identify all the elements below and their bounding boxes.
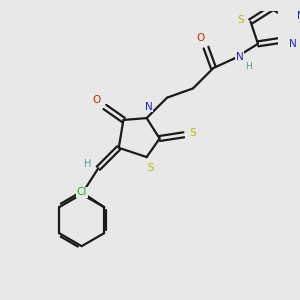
Text: H: H	[245, 61, 252, 70]
Text: O: O	[196, 33, 205, 43]
Text: S: S	[237, 15, 244, 25]
Text: Cl: Cl	[77, 187, 87, 197]
Text: S: S	[190, 128, 196, 138]
Text: H: H	[83, 160, 91, 170]
Text: S: S	[147, 163, 154, 173]
Text: N: N	[236, 52, 243, 62]
Text: N: N	[290, 39, 297, 49]
Text: N: N	[297, 11, 300, 21]
Text: N: N	[145, 102, 152, 112]
Text: O: O	[92, 95, 101, 106]
